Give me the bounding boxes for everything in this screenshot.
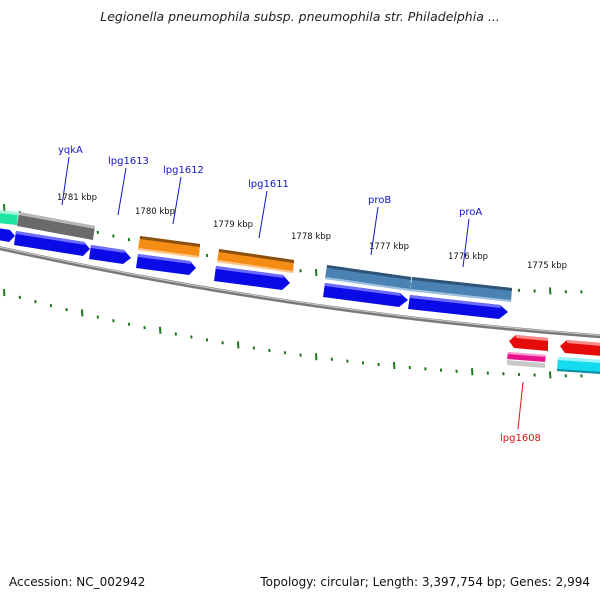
gene-label-lpg1611[interactable]: lpg1611 <box>248 179 289 190</box>
gene-label-lpg1613[interactable]: lpg1613 <box>108 156 149 167</box>
cds-arrow-red-1[interactable] <box>509 335 548 351</box>
gene-label-yqkA[interactable]: yqkA <box>58 145 83 156</box>
feature-cyan[interactable] <box>557 357 600 374</box>
feature-yqkA[interactable] <box>17 212 95 240</box>
accession-text: Accession: NC_002942 <box>9 575 146 589</box>
gene-label-lpg1612[interactable]: lpg1612 <box>163 165 204 176</box>
cds-arrow-1[interactable] <box>0 228 15 242</box>
feature-lpg1612[interactable] <box>138 236 200 258</box>
kbp-label-1779: 1779 kbp <box>213 220 253 230</box>
cds-arrow-proA[interactable] <box>408 295 508 319</box>
genome-summary-text: Topology: circular; Length: 3,397,754 bp… <box>260 575 590 589</box>
feature-proB[interactable] <box>325 265 411 291</box>
cds-arrow-yqkA[interactable] <box>14 231 90 256</box>
cds-arrow-red-2[interactable] <box>560 340 600 356</box>
leader-lpg1611 <box>258 190 268 239</box>
kbp-label-1775: 1775 kbp <box>527 261 567 271</box>
feature-teal[interactable] <box>0 210 18 225</box>
kbp-label-1777: 1777 kbp <box>369 242 409 252</box>
cds-arrow-proB[interactable] <box>323 283 408 307</box>
leader-lpg1608 <box>517 381 524 430</box>
gene-label-proA[interactable]: proA <box>459 207 482 218</box>
cds-arrow-lpg1613[interactable] <box>89 245 131 264</box>
kbp-scale-lower <box>3 289 583 379</box>
leader-lpg1612 <box>172 176 182 225</box>
feature-proA[interactable] <box>410 277 512 302</box>
leader-proB <box>370 206 379 256</box>
kbp-label-1778: 1778 kbp <box>291 232 331 242</box>
gene-label-lpg1608[interactable]: lpg1608 <box>500 433 541 444</box>
genome-title: Legionella pneumophila subsp. pneumophil… <box>100 9 500 24</box>
genome-backbone <box>0 246 600 339</box>
kbp-label-1780: 1780 kbp <box>135 207 175 217</box>
feature-lpg1608-pink[interactable] <box>507 352 546 362</box>
genome-backbone-highlight <box>0 246 600 336</box>
kbp-label-1781: 1781 kbp <box>57 193 97 203</box>
feature-lpg1611[interactable] <box>217 249 294 273</box>
leader-lpg1613 <box>117 167 127 216</box>
cds-arrow-lpg1611[interactable] <box>214 266 290 290</box>
leader-yqkA <box>61 156 70 206</box>
gene-label-proB[interactable]: proB <box>368 195 391 206</box>
kbp-label-1776: 1776 kbp <box>448 252 488 262</box>
leader-proA <box>462 218 470 268</box>
feature-lpg1608-gray[interactable] <box>507 360 545 368</box>
cds-arrow-lpg1612[interactable] <box>136 254 196 275</box>
